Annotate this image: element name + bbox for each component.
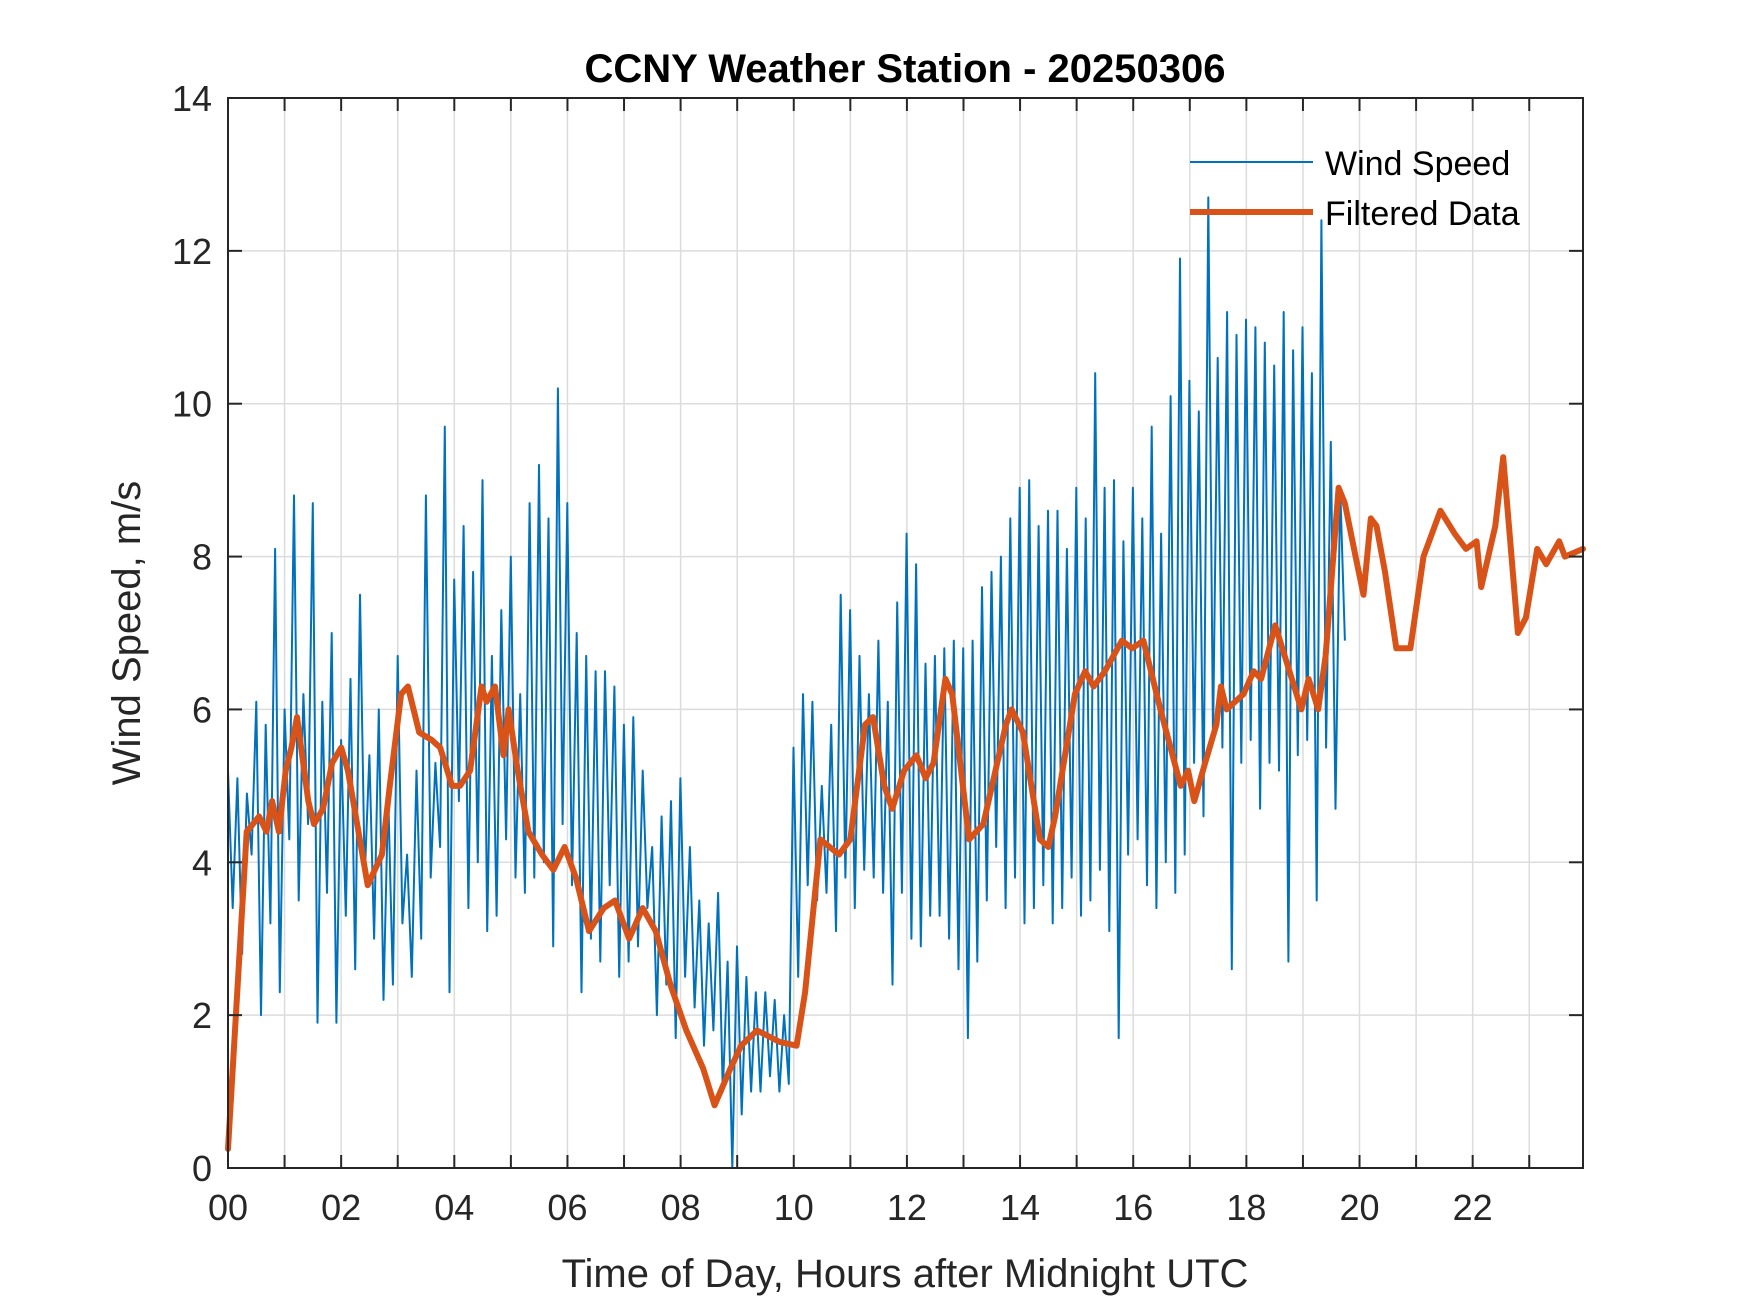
x-tick-label: 02 — [321, 1187, 361, 1228]
filtered-data-series — [225, 454, 1586, 1152]
legend-item-wind-speed[interactable]: Wind Speed — [1190, 145, 1510, 183]
wind-speed-series — [227, 196, 1346, 1169]
y-axis-label: Wind Speed, m/s — [105, 481, 149, 786]
y-tick-label: 6 — [192, 689, 212, 730]
legend: Wind Speed Filtered Data — [1190, 145, 1520, 233]
wind-speed-line — [227, 196, 1346, 1169]
y-tick-label: 12 — [172, 231, 212, 272]
axes-box — [227, 97, 1584, 1169]
x-tick-label: 16 — [1113, 1187, 1153, 1228]
x-tick-label: 04 — [434, 1187, 474, 1228]
y-tick-label: 8 — [192, 537, 212, 578]
axis-ticks — [227, 97, 1583, 1169]
x-tick-label: 00 — [208, 1187, 248, 1228]
x-tick-label: 14 — [1000, 1187, 1040, 1228]
y-tick-label: 2 — [192, 995, 212, 1036]
y-tick-label: 14 — [172, 78, 212, 119]
filtered-data-line — [225, 454, 1586, 1152]
y-tick-label: 4 — [192, 842, 212, 883]
legend-item-filtered-data[interactable]: Filtered Data — [1190, 195, 1520, 233]
x-tick-label: 10 — [774, 1187, 814, 1228]
y-tick-label: 10 — [172, 384, 212, 425]
x-tick-label: 06 — [547, 1187, 587, 1228]
legend-label-wind-speed: Wind Speed — [1325, 145, 1510, 183]
x-tick-label: 22 — [1453, 1187, 1493, 1228]
x-tick-label: 18 — [1226, 1187, 1266, 1228]
x-tick-label: 12 — [887, 1187, 927, 1228]
y-tick-label: 0 — [192, 1148, 212, 1189]
x-tick-labels: 00 02 04 06 08 10 12 14 16 18 20 22 — [208, 1187, 1493, 1228]
x-axis-label: Time of Day, Hours after Midnight UTC — [562, 1252, 1249, 1296]
x-tick-label: 20 — [1340, 1187, 1380, 1228]
legend-label-filtered-data: Filtered Data — [1325, 195, 1520, 233]
chart-title: CCNY Weather Station - 20250306 — [585, 47, 1226, 91]
y-tick-labels: 0 2 4 6 8 10 12 14 — [172, 78, 212, 1189]
x-tick-label: 08 — [661, 1187, 701, 1228]
